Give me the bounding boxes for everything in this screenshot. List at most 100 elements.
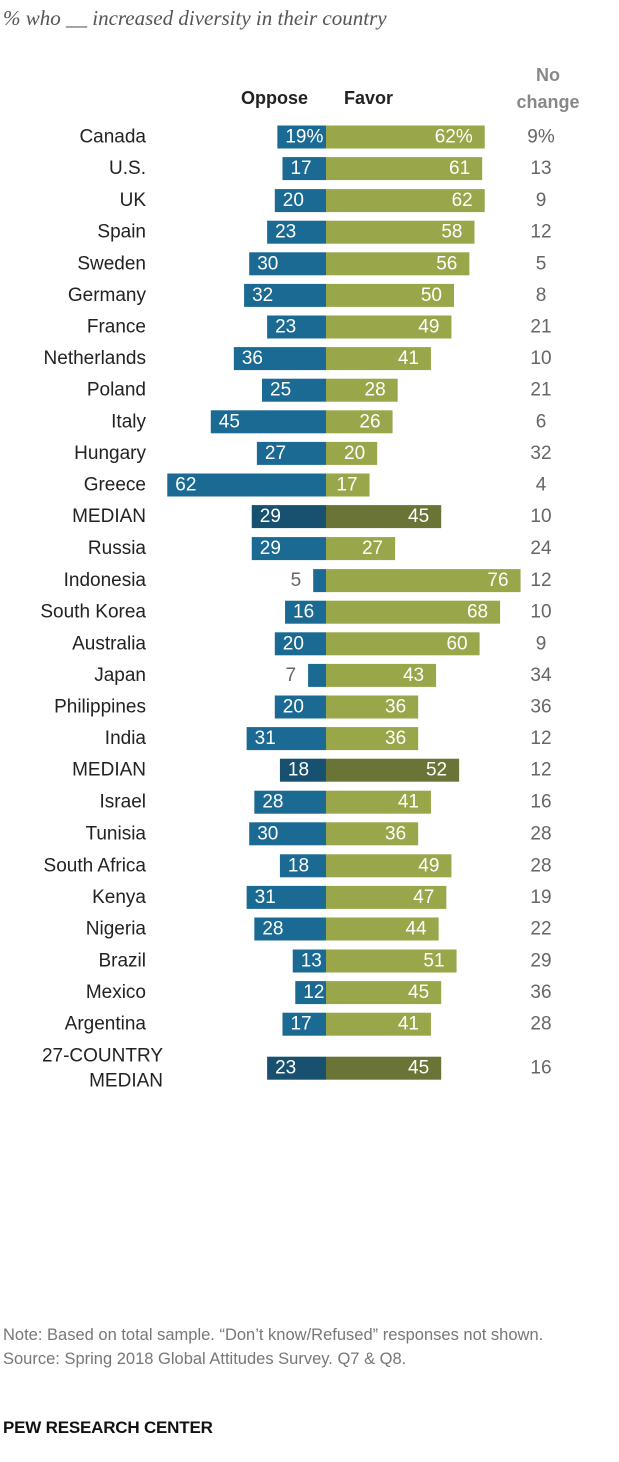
no-change-value-sweden: 5 — [536, 253, 547, 274]
oppose-value-nigeria: 28 — [262, 919, 283, 940]
favor-bar-kenya — [326, 885, 447, 909]
oppose-value-median: 18 — [288, 760, 309, 781]
oppose-bar-poland — [262, 378, 326, 402]
legend-no-change-line1: No — [536, 65, 560, 85]
oppose-bar-hungary — [256, 441, 326, 465]
oppose-bar-australia — [274, 632, 326, 656]
oppose-bar-greece — [167, 473, 326, 497]
no-change-value-israel: 16 — [530, 792, 551, 813]
favor-bar-philippines — [326, 695, 419, 719]
oppose-value-japan: 7 — [286, 665, 297, 686]
favor-value-netherlands: 41 — [398, 348, 419, 369]
oppose-bar-uk — [274, 189, 326, 213]
no-change-value-mexico: 36 — [530, 982, 551, 1003]
country-label-median: MEDIAN — [72, 760, 146, 781]
no-change-value-south-korea: 10 — [530, 602, 551, 623]
no-change-value-u-s-: 13 — [530, 158, 551, 179]
no-change-value-argentina: 28 — [530, 1014, 551, 1035]
country-label-greece: Greece — [84, 475, 146, 496]
oppose-bar-israel — [254, 790, 326, 814]
favor-bar-netherlands — [326, 347, 431, 371]
favor-value-russia: 27 — [362, 538, 383, 559]
no-change-value-russia: 24 — [530, 538, 552, 559]
no-change-value-greece: 4 — [536, 475, 547, 496]
favor-bar-median — [326, 758, 460, 782]
country-label-philippines: Philippines — [54, 697, 146, 718]
oppose-bar-spain — [267, 220, 326, 244]
oppose-value-philippines: 20 — [283, 697, 304, 718]
oppose-bar-sweden — [249, 252, 326, 276]
oppose-value-hungary: 27 — [265, 443, 286, 464]
oppose-value-germany: 32 — [252, 285, 273, 306]
country-label-mexico: Mexico — [86, 982, 146, 1003]
favor-value-israel: 41 — [398, 792, 419, 813]
favor-bar-mexico — [326, 981, 442, 1005]
diverging-bar-chart: Oppose Favor No change Canada 19% 62% 9% U.S. 17 6… — [40, 65, 579, 1092]
favor-value-india: 36 — [385, 728, 406, 749]
favor-value-greece: 17 — [336, 475, 357, 496]
legend-no-change-line2: change — [516, 92, 579, 112]
country-label-uk: UK — [120, 190, 147, 211]
oppose-bar-argentina — [282, 1012, 326, 1036]
no-change-value-netherlands: 10 — [530, 348, 551, 369]
no-change-value-canada: 9% — [527, 127, 555, 148]
oppose-value-israel: 28 — [262, 792, 283, 813]
favor-bar-27-country-median — [326, 1056, 442, 1080]
country-label-south-korea: South Korea — [40, 602, 146, 623]
oppose-value-netherlands: 36 — [242, 348, 263, 369]
oppose-value-spain: 23 — [275, 222, 296, 243]
favor-value-philippines: 36 — [385, 697, 406, 718]
favor-bar-germany — [326, 283, 454, 307]
no-change-value-27-country-median: 16 — [530, 1058, 551, 1079]
oppose-value-indonesia: 5 — [291, 570, 302, 591]
country-label-germany: Germany — [68, 285, 147, 306]
favor-value-south-korea: 68 — [467, 602, 488, 623]
legend-favor: Favor — [344, 88, 393, 108]
country-label-argentina: Argentina — [65, 1014, 147, 1035]
oppose-value-india: 31 — [255, 728, 276, 749]
oppose-bar-philippines — [274, 695, 326, 719]
oppose-value-mexico: 12 — [303, 982, 324, 1003]
oppose-bar-france — [267, 315, 326, 339]
favor-value-south-africa: 49 — [418, 855, 439, 876]
oppose-bar-canada — [277, 125, 326, 149]
oppose-value-27-country-median: 23 — [275, 1058, 296, 1079]
no-change-value-france: 21 — [530, 317, 551, 338]
country-label-27-country-median-2: MEDIAN — [89, 1071, 163, 1092]
no-change-value-brazil: 29 — [530, 951, 551, 972]
favor-value-poland: 28 — [365, 380, 386, 401]
favor-bar-median — [326, 505, 442, 529]
favor-value-canada: 62% — [435, 127, 473, 148]
favor-value-nigeria: 44 — [405, 919, 427, 940]
no-change-value-kenya: 19 — [530, 887, 551, 908]
country-label-sweden: Sweden — [77, 253, 146, 274]
country-label-australia: Australia — [72, 633, 146, 654]
country-label-israel: Israel — [100, 792, 146, 813]
oppose-value-argentina: 17 — [290, 1014, 311, 1035]
oppose-bar-germany — [244, 283, 326, 307]
chart-subtitle: % who __ increased diversity in their co… — [3, 6, 387, 30]
favor-value-brazil: 51 — [423, 951, 444, 972]
no-change-value-median: 12 — [530, 760, 551, 781]
favor-value-sweden: 56 — [436, 253, 457, 274]
favor-value-median: 45 — [408, 506, 429, 527]
country-label-poland: Poland — [87, 380, 146, 401]
no-change-value-tunisia: 28 — [530, 823, 551, 844]
oppose-bar-brazil — [292, 949, 326, 973]
oppose-value-italy: 45 — [219, 411, 240, 432]
favor-value-argentina: 41 — [398, 1014, 419, 1035]
favor-value-median: 52 — [426, 760, 447, 781]
oppose-bar-u-s- — [282, 157, 326, 181]
no-change-value-uk: 9 — [536, 190, 547, 211]
favor-bar-brazil — [326, 949, 457, 973]
favor-value-uk: 62 — [452, 190, 473, 211]
oppose-value-canada: 19% — [285, 127, 323, 148]
country-label-south-africa: South Africa — [44, 855, 147, 876]
no-change-value-spain: 12 — [530, 222, 551, 243]
no-change-value-germany: 8 — [536, 285, 547, 306]
country-label-india: India — [105, 728, 147, 749]
no-change-value-australia: 9 — [536, 633, 547, 654]
favor-bar-poland — [326, 378, 398, 402]
no-change-value-hungary: 32 — [530, 443, 551, 464]
favor-value-germany: 50 — [421, 285, 442, 306]
